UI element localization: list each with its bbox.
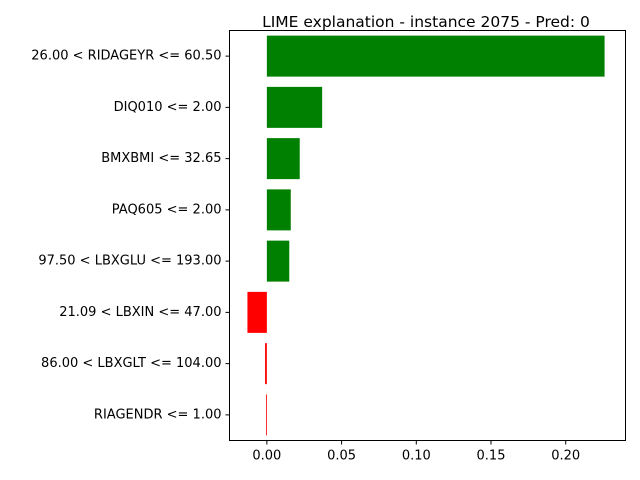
bar-7 — [266, 394, 267, 436]
x-tick-label-2: 0.10 — [402, 449, 431, 464]
bar-1 — [266, 86, 323, 128]
x-tick-label-3: 0.15 — [477, 449, 506, 464]
bar-6 — [265, 343, 267, 385]
y-tick-label-2: BMXBMI <= 32.65 — [101, 151, 221, 166]
x-tick-label-4: 0.20 — [551, 449, 580, 464]
y-tick-label-1: DIQ010 <= 2.00 — [114, 100, 222, 115]
y-tick-label-0: 26.00 < RIDAGEYR <= 60.50 — [31, 49, 221, 64]
bar-0 — [266, 35, 605, 77]
y-tick-label-7: RIAGENDR <= 1.00 — [94, 407, 222, 422]
bars-group — [247, 35, 605, 436]
y-tick-label-6: 86.00 < LBXGLT <= 104.00 — [41, 356, 221, 371]
axes-frame — [229, 30, 626, 441]
bar-4 — [266, 240, 290, 282]
x-tick-label-1: 0.05 — [327, 449, 356, 464]
bar-5 — [247, 291, 267, 333]
y-tick-labels: 26.00 < RIDAGEYR <= 60.50 DIQ010 <= 2.00 B… — [31, 49, 230, 422]
x-tick-label-0: 0.00 — [252, 449, 281, 464]
y-tick-label-4: 97.50 < LBXGLU <= 193.00 — [38, 254, 221, 269]
y-tick-label-5: 21.09 < LBXIN <= 47.00 — [59, 305, 221, 320]
bar-3 — [266, 189, 291, 231]
y-tick-label-3: PAQ605 <= 2.00 — [112, 202, 222, 217]
x-ticks: 0.00 0.05 0.10 0.15 0.20 — [252, 440, 580, 464]
chart-title: LIME explanation - instance 2075 - Pred:… — [262, 13, 590, 31]
bar-2 — [266, 138, 300, 180]
